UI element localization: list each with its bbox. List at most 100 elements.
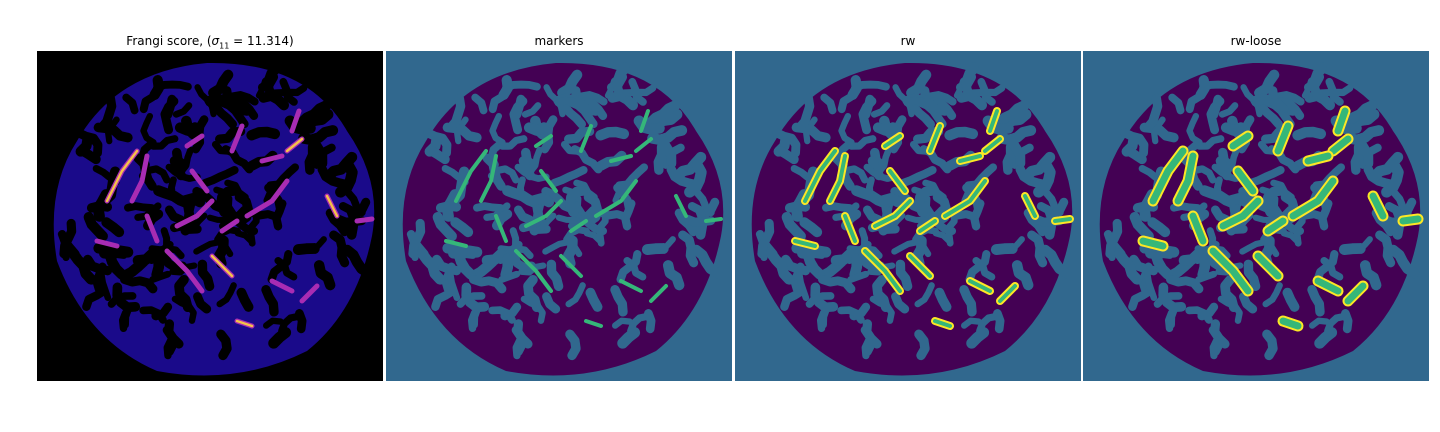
background-gap — [295, 99, 332, 129]
background-gap — [469, 275, 507, 294]
background-gap — [797, 245, 832, 260]
background-gap — [124, 202, 156, 212]
background-gap — [432, 254, 462, 276]
background-gap — [895, 259, 913, 292]
background-gap — [278, 312, 302, 335]
vessel-response-peak — [210, 254, 234, 278]
vessel-marker — [444, 239, 468, 248]
background-gap — [932, 230, 953, 245]
background-gap — [693, 189, 715, 217]
background-gap — [858, 227, 869, 250]
vessel-segmentation — [883, 134, 902, 148]
rw-loose-title: rw-loose — [1230, 34, 1282, 48]
vessel-segmentation — [1274, 122, 1292, 155]
background-gap — [837, 306, 865, 324]
background-gap — [344, 189, 366, 217]
background-gap — [1218, 102, 1239, 118]
frangi-title-prefix: Frangi score, ( — [126, 34, 212, 48]
background-gap — [267, 250, 293, 284]
background-gap — [1185, 93, 1203, 114]
vessel-segmentation — [793, 239, 817, 248]
background-gap — [1129, 254, 1159, 276]
background-gap — [82, 287, 108, 311]
background-gap — [313, 260, 336, 291]
vessel-segmentation — [1264, 217, 1287, 235]
background-gap — [612, 186, 630, 204]
background-gap — [488, 93, 506, 114]
background-gap — [149, 135, 179, 150]
background-gap — [903, 96, 941, 113]
background-gap — [1151, 116, 1166, 145]
vessel-segmentation — [933, 319, 952, 328]
background-gap — [488, 306, 516, 324]
background-gap — [454, 116, 469, 145]
vessel-response-peak — [285, 137, 304, 153]
background-gap — [201, 166, 239, 187]
background-gap — [193, 239, 222, 255]
background-gap — [1120, 128, 1149, 158]
background-gap — [1324, 312, 1348, 335]
background-gap — [542, 292, 561, 314]
vessel-marker — [569, 219, 588, 233]
background-gap — [766, 248, 795, 285]
background-gap — [1243, 259, 1261, 292]
background-gap — [822, 202, 854, 212]
vessel-response — [94, 238, 120, 249]
background-gap — [914, 329, 930, 361]
background-gap — [862, 205, 884, 225]
background-gap — [934, 287, 952, 312]
background-gap — [160, 251, 187, 272]
background-gap — [272, 199, 287, 231]
background-gap — [151, 253, 165, 281]
background-gap — [1314, 327, 1338, 349]
background-gap — [577, 91, 608, 106]
background-gap — [617, 327, 641, 349]
background-gap — [408, 218, 426, 259]
background-gap — [98, 271, 112, 301]
rw-title: rw — [900, 34, 916, 48]
background-gap — [796, 271, 810, 301]
vessel-segmentation — [1369, 192, 1387, 220]
background-gap — [557, 69, 583, 99]
background-gap — [542, 239, 571, 255]
background-gap — [423, 128, 452, 158]
background-gap — [216, 282, 237, 308]
background-gap — [341, 244, 374, 279]
background-gap — [149, 270, 172, 283]
background-gap — [810, 282, 839, 313]
background-gap — [86, 201, 113, 213]
vessel-segmentation — [943, 179, 987, 218]
background-gap — [644, 99, 681, 129]
background-gap — [546, 259, 564, 292]
background-gap — [1350, 142, 1364, 175]
background-gap — [112, 282, 141, 313]
background-gap — [329, 230, 350, 268]
background-gap — [1226, 193, 1252, 208]
markers-panel: markers — [386, 32, 732, 381]
background-gap — [512, 94, 526, 120]
vessel-response — [219, 218, 240, 234]
background-gap — [1251, 96, 1289, 113]
background-gap — [1344, 125, 1385, 146]
vessel-segmentation — [1229, 132, 1252, 150]
background-gap — [206, 214, 236, 227]
background-gap — [521, 102, 542, 118]
background-gap — [139, 306, 167, 324]
background-gap — [967, 84, 1006, 97]
background-gap — [1341, 309, 1353, 334]
background-gap — [1128, 287, 1154, 311]
background-gap — [863, 163, 899, 182]
background-gap — [872, 274, 891, 313]
vessel-marker — [559, 254, 583, 278]
background-gap — [1375, 230, 1396, 268]
background-gap — [498, 135, 528, 150]
vessel-response-peak — [235, 319, 254, 328]
vessel-marker — [649, 284, 668, 303]
background-gap — [216, 185, 241, 218]
background-gap — [965, 250, 991, 284]
vessel-segmentation — [1304, 152, 1332, 165]
background-gap — [523, 274, 542, 313]
background-gap — [228, 91, 259, 106]
rw-loose-panel: rw-loose — [1083, 32, 1429, 381]
background-gap — [550, 166, 588, 187]
